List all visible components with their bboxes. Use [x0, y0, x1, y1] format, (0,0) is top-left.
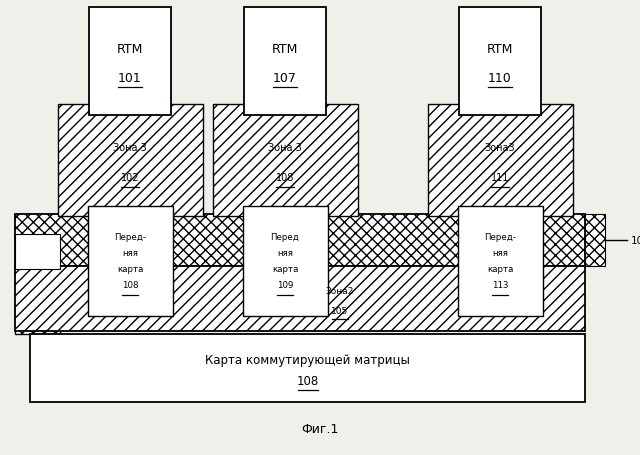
- Bar: [89, 8, 171, 116]
- Bar: [15, 267, 585, 331]
- Text: 108: 108: [276, 172, 294, 182]
- Text: RTM: RTM: [487, 42, 513, 56]
- Text: Карта коммутирующей матрицы: Карта коммутирующей матрицы: [205, 354, 410, 367]
- Text: няя: няя: [277, 249, 293, 258]
- Text: карта: карта: [487, 265, 513, 274]
- Text: 108: 108: [122, 281, 138, 290]
- Text: няя: няя: [122, 249, 138, 258]
- Text: 113: 113: [492, 281, 508, 290]
- Text: 102: 102: [121, 172, 140, 182]
- Text: 108: 108: [296, 374, 319, 387]
- Bar: [458, 207, 543, 316]
- Bar: [459, 8, 541, 116]
- Bar: [212, 105, 358, 217]
- Text: 104: 104: [631, 236, 640, 245]
- Bar: [30, 334, 585, 402]
- Text: карта: карта: [272, 265, 298, 274]
- Text: RTM: RTM: [117, 42, 143, 56]
- Bar: [243, 207, 328, 316]
- Bar: [244, 8, 326, 116]
- Text: Фиг.1: Фиг.1: [301, 423, 339, 435]
- Text: няя: няя: [492, 249, 508, 258]
- Text: 110: 110: [488, 71, 512, 85]
- Text: 109: 109: [277, 281, 293, 290]
- Text: 105: 105: [332, 306, 349, 315]
- Bar: [15, 234, 60, 269]
- Text: 101: 101: [118, 71, 142, 85]
- Text: карта: карта: [117, 265, 143, 274]
- Bar: [428, 105, 573, 217]
- Text: Перед-: Перед-: [484, 233, 516, 242]
- Text: RTM: RTM: [272, 42, 298, 56]
- Text: 107: 107: [273, 71, 297, 85]
- Bar: [88, 207, 173, 316]
- Bar: [15, 214, 585, 267]
- Text: Зона 3: Зона 3: [268, 142, 302, 152]
- Text: 111: 111: [491, 172, 509, 182]
- Text: Зона3: Зона3: [484, 142, 515, 152]
- Bar: [58, 105, 202, 217]
- Bar: [15, 214, 60, 334]
- Text: Зона 3: Зона 3: [113, 142, 147, 152]
- Bar: [585, 214, 605, 267]
- Text: Перед-: Перед-: [114, 233, 146, 242]
- Text: Перед: Перед: [271, 233, 300, 242]
- Text: Зона2: Зона2: [326, 287, 354, 296]
